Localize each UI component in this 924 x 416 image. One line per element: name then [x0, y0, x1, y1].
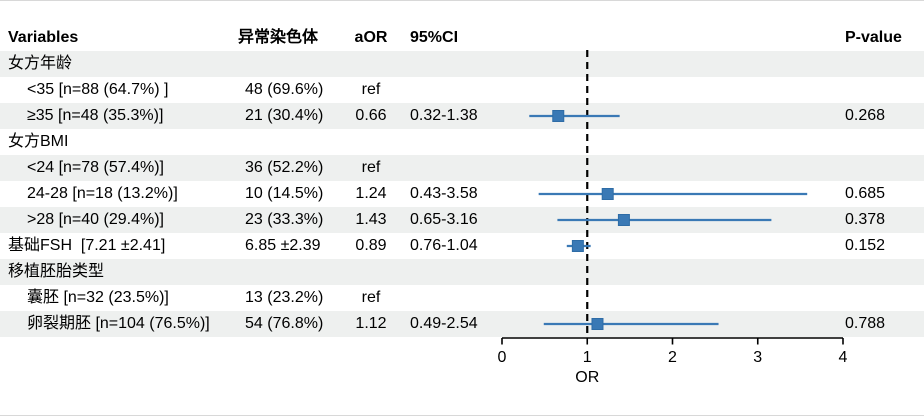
ci-cell: 0.49-2.54	[410, 315, 478, 332]
abnormal-count-cell: 21 (30.4%)	[245, 107, 324, 124]
aor-cell: 0.89	[355, 237, 387, 254]
variable-label: ≥35 [n=48 (35.3%)]	[27, 107, 164, 124]
abnormal-count-cell: 6.85 ±2.39	[245, 237, 321, 254]
variable-label: 基础FSH [7.21 ±2.41]	[8, 237, 166, 254]
ci-cell: 0.43-3.58	[410, 185, 478, 202]
variable-label: 女方年龄	[8, 55, 73, 72]
group-row: 基础FSH [7.21 ±2.41] 6.85 ±2.39 0.89 0.76-1.0…	[0, 233, 924, 259]
column-header-ci: 95%CI	[410, 29, 459, 46]
abnormal-count-cell: 48 (69.6%)	[245, 81, 324, 98]
aor-cell: 0.66	[355, 107, 387, 124]
abnormal-count-cell: 13 (23.2%)	[245, 289, 324, 306]
x-tick-label: 3	[753, 349, 762, 366]
pvalue-cell: 0.268	[845, 107, 886, 124]
x-tick-label: 1	[583, 349, 592, 366]
x-tick-label: 4	[839, 349, 848, 366]
variable-label: 囊胚 [n=32 (23.5%)]	[27, 289, 169, 306]
table-row: <35 [n=88 (64.7%) ] 48 (69.6%) ref	[0, 77, 924, 103]
abnormal-count-cell: 36 (52.2%)	[245, 159, 324, 176]
x-tick-label: 2	[668, 349, 677, 366]
or-marker	[571, 240, 584, 252]
table-row: ≥35 [n=48 (35.3%)] 21 (30.4%) 0.66 0.32-1.3…	[0, 103, 924, 129]
variable-label: 卵裂期胚 [n=104 (76.5%)]	[27, 315, 210, 332]
pvalue-cell: 0.788	[845, 315, 886, 332]
aor-cell: ref	[361, 159, 381, 176]
or-marker	[601, 188, 614, 200]
ci-cell: 0.32-1.38	[410, 107, 478, 124]
or-marker	[617, 214, 630, 226]
pvalue-cell: 0.685	[845, 185, 886, 202]
abnormal-count-cell: 23 (33.3%)	[245, 211, 324, 228]
variable-label: <35 [n=88 (64.7%) ]	[27, 81, 169, 98]
group-row: 移植胚胎类型	[0, 259, 924, 285]
variable-label: 移植胚胎类型	[8, 263, 105, 280]
variable-label: 女方BMI	[8, 133, 69, 150]
aor-cell: 1.24	[355, 185, 387, 202]
variable-label: >28 [n=40 (29.4%)]	[27, 211, 164, 228]
x-tick-label: 0	[498, 349, 507, 366]
aor-cell: ref	[361, 289, 381, 306]
or-marker	[552, 110, 565, 122]
ci-cell: 0.65-3.16	[410, 211, 478, 228]
table-row: <24 [n=78 (57.4%)] 36 (52.2%) ref	[0, 155, 924, 181]
variable-label: 24-28 [n=18 (13.2%)]	[27, 185, 178, 202]
aor-cell: ref	[361, 81, 381, 98]
x-axis-title: OR	[575, 369, 599, 386]
aor-cell: 1.12	[355, 315, 387, 332]
aor-cell: 1.43	[355, 211, 387, 228]
pvalue-cell: 0.378	[845, 211, 886, 228]
table-row: 卵裂期胚 [n=104 (76.5%)] 54 (76.8%) 1.12 0.49-2…	[0, 311, 924, 337]
column-header-abnormal-karyotype: 异常染色体	[238, 29, 319, 46]
pvalue-cell: 0.152	[845, 237, 886, 254]
column-header-pvalue: P-value	[845, 29, 902, 46]
variable-label: <24 [n=78 (57.4%)]	[27, 159, 164, 176]
column-header-aor: aOR	[354, 29, 388, 46]
group-row: 女方年龄	[0, 51, 924, 77]
abnormal-count-cell: 10 (14.5%)	[245, 185, 324, 202]
table-row: 24-28 [n=18 (13.2%)] 10 (14.5%) 1.24 0.43-3…	[0, 181, 924, 207]
or-marker	[591, 318, 604, 330]
ci-cell: 0.76-1.04	[410, 237, 478, 254]
abnormal-count-cell: 54 (76.8%)	[245, 315, 324, 332]
table-row: 囊胚 [n=32 (23.5%)] 13 (23.2%) ref	[0, 285, 924, 311]
group-row: 女方BMI	[0, 129, 924, 155]
column-header-variables: Variables	[8, 29, 79, 46]
